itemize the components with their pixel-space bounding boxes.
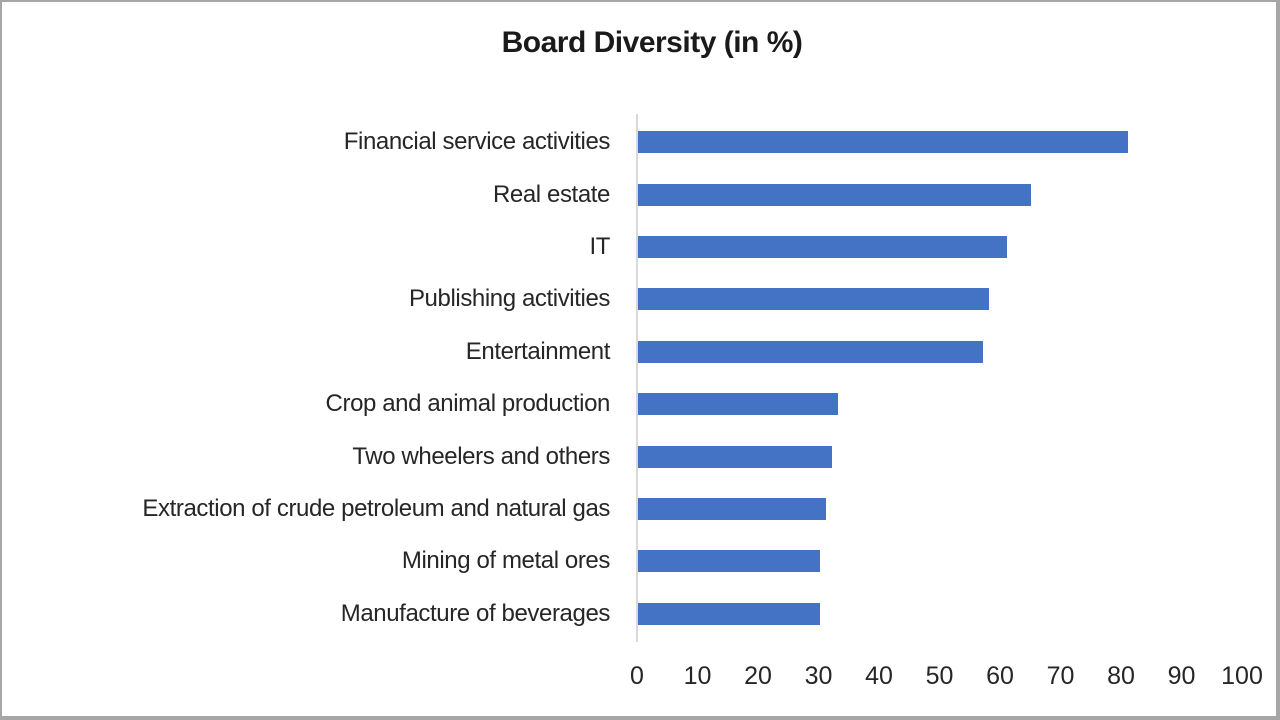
x-tick-label-90: 90 — [1167, 662, 1196, 690]
x-tick-label-30: 30 — [804, 662, 833, 690]
x-tick-label-80: 80 — [1107, 662, 1135, 690]
x-tick-label-50: 50 — [925, 662, 954, 690]
bar-row — [638, 378, 1243, 430]
bar-crop-and-animal-production — [638, 393, 838, 416]
bar-real-estate — [638, 183, 1032, 206]
x-tick-label-60: 60 — [986, 662, 1014, 690]
category-label-crop-and-animal-production: Crop and animal production — [325, 390, 611, 418]
x-tick-label-40: 40 — [865, 662, 893, 690]
bar-mining-of-metal-ores — [638, 550, 820, 573]
bar-row — [638, 588, 1243, 640]
category-label-financial-service-activities: Financial service activities — [343, 128, 611, 156]
bar-publishing-activities — [638, 288, 989, 311]
category-label-it: IT — [589, 233, 610, 261]
bar-it — [638, 236, 1008, 259]
category-axis-line — [636, 114, 638, 642]
bar-extraction-of-crude-petroleum-and-natural-gas — [638, 498, 826, 521]
x-tick-label-70: 70 — [1046, 662, 1075, 690]
category-label-manufacture-of-beverages: Manufacture of beverages — [340, 599, 611, 627]
category-label-entertainment: Entertainment — [465, 337, 611, 365]
bar-financial-service-activities — [638, 131, 1129, 154]
bar-manufacture-of-beverages — [638, 602, 820, 625]
value-axis: 0 10 20 30 40 50 60 70 80 90 100 — [630, 662, 1263, 692]
category-label-mining-of-metal-ores: Mining of metal ores — [401, 547, 611, 575]
bar-two-wheelers-and-others — [638, 445, 832, 468]
bar-row — [638, 326, 1243, 378]
plot-area — [638, 116, 1243, 640]
bar-row — [638, 535, 1243, 587]
category-label-two-wheelers-and-others: Two wheelers and others — [352, 442, 610, 470]
bar-entertainment — [638, 340, 983, 363]
bar-row — [638, 116, 1243, 168]
bar-row — [638, 273, 1243, 325]
category-label-publishing-activities: Publishing activities — [408, 285, 610, 313]
bar-row — [638, 483, 1243, 535]
category-label-real-estate: Real estate — [492, 180, 610, 208]
bar-row — [638, 221, 1243, 273]
x-tick-label-20: 20 — [744, 662, 772, 690]
bar-row — [638, 430, 1243, 482]
chart-title: Board Diversity (in %) — [501, 26, 803, 59]
x-tick-label-100: 100 — [1221, 662, 1263, 690]
x-tick-label-10: 10 — [683, 662, 712, 690]
bar-row — [638, 168, 1243, 220]
category-axis: Financial service activities Real estate I… — [2, 116, 610, 640]
x-tick-label-0: 0 — [630, 662, 644, 690]
category-label-extraction-of-crude-petroleum-and-natural-gas: Extraction of crude petroleum and natura… — [142, 495, 610, 523]
